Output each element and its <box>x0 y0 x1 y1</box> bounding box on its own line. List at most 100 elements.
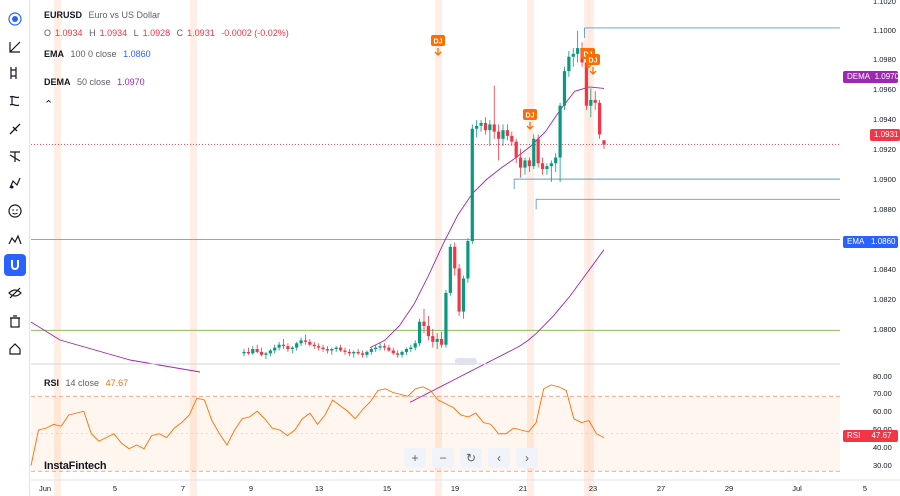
date-axis-label: 23 <box>589 484 597 493</box>
ema-price-tag: EMA 1.0860 <box>843 236 898 248</box>
candle-body <box>290 347 294 350</box>
candle-body <box>356 351 360 354</box>
pattern-icon[interactable] <box>4 90 26 112</box>
candle-body <box>457 268 461 312</box>
price-axis-label: 1.1020 <box>873 0 896 6</box>
dema-price-tag: DEMA 1.0970 <box>843 71 900 83</box>
ohlc-h-value: 1.0934 <box>99 28 128 38</box>
session-column <box>190 0 197 496</box>
event-marker-label: DJ <box>589 58 598 65</box>
date-axis-label: 27 <box>657 484 665 493</box>
candle-body <box>470 128 474 242</box>
candle-body <box>527 160 531 167</box>
candle-body <box>391 350 395 354</box>
cursor-icon[interactable] <box>4 8 26 30</box>
candle-body <box>593 99 597 103</box>
text-icon[interactable] <box>4 146 26 168</box>
rsi-legend[interactable]: RSI 14 close 47.67 <box>44 378 132 388</box>
candle-body <box>321 347 325 350</box>
candle-body <box>308 341 312 345</box>
ohlc-c-label: C <box>176 28 184 38</box>
date-axis-label: 19 <box>451 484 459 493</box>
zoom-out-button[interactable]: − <box>432 448 454 468</box>
candle-body <box>378 346 382 348</box>
collapse-legend-chevron-icon[interactable]: ⌃ <box>44 99 54 111</box>
fib-icon[interactable] <box>4 62 26 84</box>
rsi-value: 47.67 <box>105 378 129 388</box>
candle-body <box>268 350 272 354</box>
brush-icon[interactable] <box>4 118 26 140</box>
date-axis-label: 5 <box>113 484 117 493</box>
house-icon[interactable] <box>4 338 26 360</box>
ema-tag-value: 1.0860 <box>871 237 896 246</box>
candle-body <box>431 336 435 342</box>
candle-body <box>510 135 514 142</box>
candle-body <box>396 353 400 355</box>
event-marker-badge <box>586 54 600 65</box>
zoom-in-button[interactable]: + <box>404 448 426 468</box>
candle-body <box>505 130 510 136</box>
candle-body <box>584 62 589 106</box>
emoji-icon[interactable] <box>4 172 26 194</box>
candle-body <box>418 321 422 344</box>
candle-body <box>545 166 549 170</box>
dema-value: 1.0970 <box>117 77 145 87</box>
dema-tag-value: 1.0970 <box>874 72 900 81</box>
event-marker-label: DJ <box>526 113 535 120</box>
dema-name: DEMA <box>44 77 71 87</box>
trend-line-icon[interactable] <box>4 36 26 58</box>
symbol-ticker[interactable]: EURUSD <box>44 10 83 20</box>
candle-body <box>400 351 404 355</box>
watermark-logo: InstaFintech <box>44 460 107 472</box>
candle-body <box>488 124 492 131</box>
ohlc-o-label: O <box>44 28 52 38</box>
eye-off-icon[interactable] <box>4 254 26 276</box>
candle-body <box>532 138 536 167</box>
ema-name: EMA <box>44 49 64 59</box>
price-axis-label: 1.0840 <box>873 265 896 274</box>
candle-body <box>475 125 479 129</box>
rsi-tag-label: RSI <box>847 431 861 440</box>
scroll-right-button[interactable]: › <box>516 448 538 468</box>
candle-body <box>514 141 518 158</box>
candle-body <box>589 99 593 106</box>
candle-body <box>369 349 373 352</box>
ema-legend[interactable]: EMA 100 0 close 1.0860 <box>44 49 155 59</box>
candle-body <box>281 344 286 347</box>
candle-body <box>374 347 378 350</box>
pane-resize-handle[interactable] <box>455 358 477 365</box>
drawing-toolbar <box>0 0 30 496</box>
ohlc-l-value: 1.0928 <box>142 28 171 38</box>
lock-icon[interactable] <box>4 282 26 304</box>
candle-body <box>360 353 365 355</box>
event-marker-arrow <box>589 67 597 75</box>
date-axis-label: 13 <box>315 484 323 493</box>
reset-chart-button[interactable]: ↻ <box>460 448 482 468</box>
candle-body <box>382 346 387 348</box>
current-price-tag: 1.0931 <box>870 129 900 141</box>
price-axis-label: 1.0900 <box>873 175 896 184</box>
candle-body <box>466 241 470 279</box>
candle-body <box>246 351 250 354</box>
date-axis-label: 5 <box>863 484 867 493</box>
rsi-axis-label: 60.00 <box>873 407 892 416</box>
dema-legend[interactable]: DEMA 50 close 1.0970 <box>44 77 149 87</box>
event-marker-arrow <box>526 122 534 130</box>
magnet-icon[interactable] <box>4 228 26 250</box>
candle-body <box>562 71 567 106</box>
session-column <box>587 0 594 496</box>
trash-icon[interactable] <box>4 310 26 332</box>
session-column <box>54 0 61 496</box>
date-axis-label: 29 <box>725 484 733 493</box>
price-axis-label: 1.0800 <box>873 325 896 334</box>
price-axis-label: 1.0920 <box>873 145 896 154</box>
measure-icon[interactable] <box>4 200 26 222</box>
ohlc-l-label: L <box>133 28 139 38</box>
ohlc-o-value: 1.0934 <box>55 28 83 38</box>
candle-body <box>518 157 523 168</box>
scroll-left-button[interactable]: ‹ <box>488 448 510 468</box>
candle-body <box>295 343 299 348</box>
event-marker-arrow <box>434 48 442 56</box>
candle-body <box>448 246 452 293</box>
